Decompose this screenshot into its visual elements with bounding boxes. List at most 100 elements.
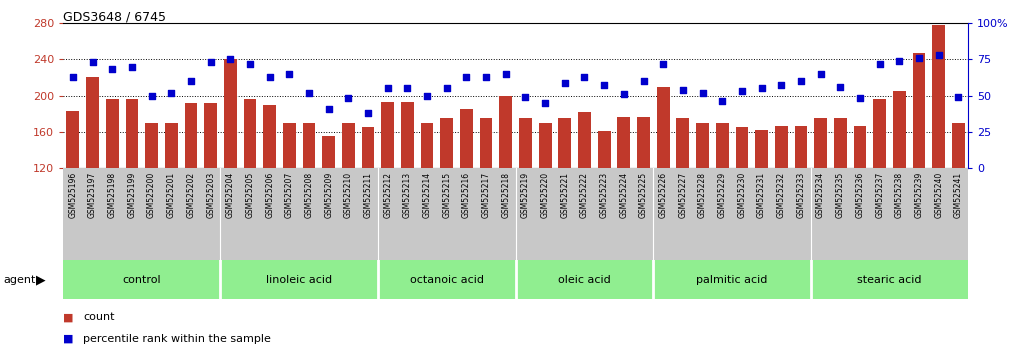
Bar: [874, 99, 886, 168]
Bar: [283, 123, 296, 168]
Text: GDS3648 / 6745: GDS3648 / 6745: [63, 11, 166, 24]
Text: GSM525215: GSM525215: [442, 172, 452, 218]
Point: [537, 100, 553, 105]
Bar: [460, 109, 473, 168]
Point: [950, 94, 966, 100]
Point: [438, 85, 455, 91]
Text: GSM525231: GSM525231: [757, 172, 766, 218]
Text: GSM525225: GSM525225: [639, 172, 648, 218]
Text: stearic acid: stearic acid: [857, 275, 921, 285]
Text: GSM525238: GSM525238: [895, 172, 904, 218]
Point: [813, 71, 829, 76]
Point: [202, 59, 219, 65]
Bar: [912, 53, 925, 168]
Bar: [853, 126, 866, 168]
Bar: [145, 123, 158, 168]
Bar: [775, 126, 787, 168]
Bar: [224, 59, 237, 168]
Text: GSM525213: GSM525213: [403, 172, 412, 218]
Text: linoleic acid: linoleic acid: [266, 275, 333, 285]
Text: GSM525200: GSM525200: [147, 172, 156, 218]
Text: ▶: ▶: [36, 273, 46, 286]
Text: percentile rank within the sample: percentile rank within the sample: [83, 334, 272, 344]
Text: GSM525197: GSM525197: [88, 172, 97, 218]
Point: [655, 61, 671, 67]
Bar: [716, 123, 728, 168]
Text: GSM525230: GSM525230: [737, 172, 746, 218]
Text: ■: ■: [63, 312, 73, 322]
Point: [222, 56, 238, 62]
Text: GSM525201: GSM525201: [167, 172, 176, 218]
Bar: [735, 127, 749, 168]
Text: GSM525226: GSM525226: [659, 172, 668, 218]
Point: [124, 64, 140, 69]
Bar: [794, 126, 807, 168]
Text: GSM525228: GSM525228: [698, 172, 707, 218]
Bar: [657, 86, 669, 168]
Text: GSM525235: GSM525235: [836, 172, 845, 218]
Text: GSM525214: GSM525214: [423, 172, 431, 218]
Text: GSM525216: GSM525216: [462, 172, 471, 218]
Text: GSM525227: GSM525227: [678, 172, 687, 218]
Text: oleic acid: oleic acid: [558, 275, 611, 285]
Bar: [303, 123, 315, 168]
Bar: [401, 102, 414, 168]
Text: octanoic acid: octanoic acid: [410, 275, 484, 285]
Point: [636, 78, 652, 84]
Text: GSM525240: GSM525240: [935, 172, 943, 218]
Text: GSM525199: GSM525199: [127, 172, 136, 218]
Point: [143, 93, 160, 98]
Point: [104, 67, 120, 72]
Point: [891, 58, 907, 64]
Point: [695, 90, 711, 96]
Text: count: count: [83, 312, 115, 322]
Point: [379, 85, 396, 91]
Point: [674, 87, 691, 93]
Text: GSM525219: GSM525219: [521, 172, 530, 218]
Text: GSM525202: GSM525202: [186, 172, 195, 218]
Text: GSM525241: GSM525241: [954, 172, 963, 218]
Point: [518, 94, 534, 100]
Point: [911, 55, 928, 61]
Point: [183, 78, 199, 84]
Bar: [697, 123, 709, 168]
Bar: [834, 118, 847, 168]
Point: [320, 106, 337, 112]
Bar: [598, 131, 610, 168]
Bar: [165, 123, 178, 168]
Bar: [342, 123, 355, 168]
Text: palmitic acid: palmitic acid: [697, 275, 768, 285]
Bar: [381, 102, 395, 168]
Text: control: control: [122, 275, 161, 285]
Bar: [637, 118, 650, 168]
Bar: [244, 99, 256, 168]
Bar: [893, 91, 906, 168]
Point: [556, 80, 573, 85]
Text: GSM525207: GSM525207: [285, 172, 294, 218]
Bar: [756, 130, 768, 168]
Text: GSM525236: GSM525236: [855, 172, 864, 218]
Point: [852, 96, 869, 101]
Point: [360, 110, 376, 116]
Bar: [440, 118, 454, 168]
Bar: [421, 123, 433, 168]
Bar: [86, 78, 99, 168]
Point: [773, 82, 789, 88]
Point: [282, 71, 298, 76]
Text: GSM525196: GSM525196: [68, 172, 77, 218]
Bar: [322, 136, 335, 168]
Point: [615, 91, 632, 97]
Point: [577, 74, 593, 80]
Text: GSM525208: GSM525208: [304, 172, 313, 218]
Text: GSM525218: GSM525218: [501, 172, 511, 218]
Bar: [106, 99, 119, 168]
Point: [832, 84, 848, 90]
Bar: [184, 103, 197, 168]
Text: GSM525203: GSM525203: [206, 172, 216, 218]
Text: GSM525204: GSM525204: [226, 172, 235, 218]
Point: [419, 93, 435, 98]
Text: GSM525229: GSM525229: [718, 172, 727, 218]
Text: ■: ■: [63, 334, 73, 344]
Bar: [617, 118, 631, 168]
Bar: [204, 103, 217, 168]
